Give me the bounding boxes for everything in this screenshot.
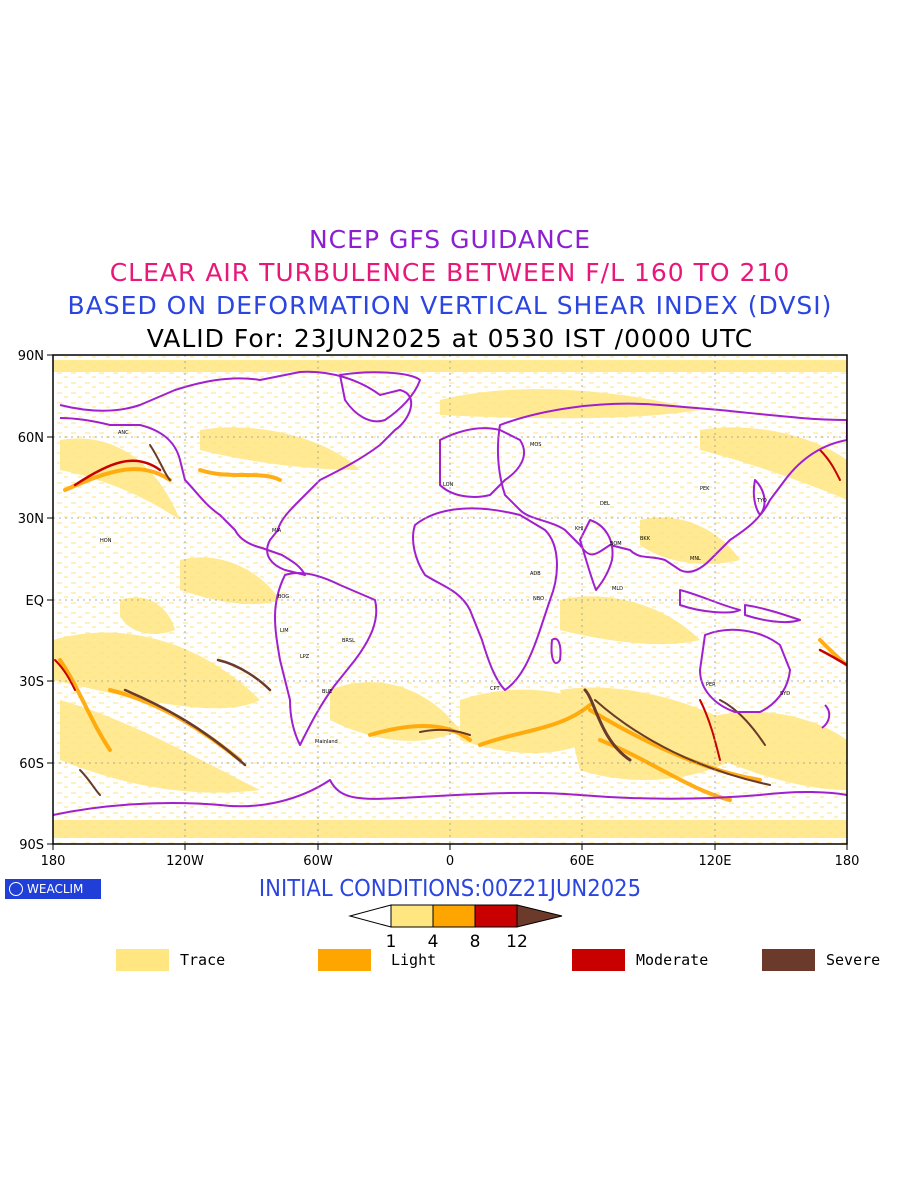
colorbar-segment-trace xyxy=(390,904,434,928)
weaclim-logo: WEACLIM xyxy=(5,879,101,899)
lon-label: 180 xyxy=(835,854,860,869)
lat-label: 30S xyxy=(19,675,44,690)
tick-marks xyxy=(47,354,848,850)
coastlines xyxy=(53,370,847,816)
legend-label-light: Light xyxy=(391,951,437,969)
station-label: BOM xyxy=(610,541,622,547)
colorbar-segment-moderate xyxy=(474,904,518,928)
lat-label: 30N xyxy=(18,512,44,527)
station-label: LPZ xyxy=(300,654,310,660)
station-label: KHI xyxy=(575,526,584,532)
lon-label: 60E xyxy=(570,854,595,869)
turbulence-map: ANC HON MIA BOG LIM LPZ BRSL BUE Mainlan… xyxy=(18,349,860,869)
legend-swatch-trace xyxy=(116,949,169,971)
colorbar-tick: 8 xyxy=(470,932,481,952)
station-label: SYD xyxy=(780,691,790,697)
station-label: BUE xyxy=(322,689,332,695)
station-label: Mainland xyxy=(315,739,338,745)
station-label: LIM xyxy=(280,628,289,634)
title-line-1: NCEP GFS GUIDANCE xyxy=(308,225,591,254)
colorbar-low-arrow xyxy=(348,904,392,928)
initial-conditions: INITIAL CONDITIONS:00Z21JUN2025 xyxy=(258,876,642,902)
colorbar-tick: 1 xyxy=(386,932,397,952)
station-label: MOS xyxy=(530,442,541,448)
lon-label: 120W xyxy=(166,854,204,869)
lon-label: 0 xyxy=(446,854,454,869)
lat-label: 60N xyxy=(18,431,44,446)
lon-label: 60W xyxy=(303,854,333,869)
legend-label-moderate: Moderate xyxy=(636,951,709,969)
lat-label: 90N xyxy=(18,349,44,364)
station-label: ADB xyxy=(530,571,541,577)
station-label: MIA xyxy=(272,528,282,534)
longitude-labels: 180 120W 60W 0 60E 120E 180 xyxy=(41,854,860,869)
station-label: CPT xyxy=(490,686,501,692)
station-label: TYO xyxy=(756,498,767,504)
moderate-severe-streaks xyxy=(54,444,847,796)
station-label: NBO xyxy=(533,596,544,602)
station-label: PEK xyxy=(700,486,710,492)
lon-label: 120E xyxy=(698,854,731,869)
colorbar-tick: 4 xyxy=(428,932,439,952)
lon-label: 180 xyxy=(41,854,66,869)
turbulence-field: ANC HON MIA BOG LIM LPZ BRSL BUE Mainlan… xyxy=(53,355,847,844)
station-label: BRSL xyxy=(342,638,355,644)
station-label: BKK xyxy=(640,536,651,542)
station-label: BOG xyxy=(278,594,289,600)
station-label: HON xyxy=(100,538,112,544)
legend-swatch-light xyxy=(318,949,371,971)
station-label: MLD xyxy=(612,586,623,592)
station-label: PER xyxy=(706,682,716,688)
legend-swatch-severe xyxy=(762,949,815,971)
colorbar-segment-light xyxy=(432,904,476,928)
gridlines xyxy=(53,355,847,844)
station-label: LON xyxy=(443,482,454,488)
lat-label: 60S xyxy=(19,757,44,772)
legend-label-severe: Severe xyxy=(826,951,881,969)
station-label: ANC xyxy=(118,430,129,436)
title-line-3: BASED ON DEFORMATION VERTICAL SHEAR INDE… xyxy=(67,291,833,320)
logo-ring-icon xyxy=(9,882,23,896)
station-label: MNL xyxy=(690,556,701,562)
latitude-labels: 90N 60N 30N EQ 30S 60S 90S xyxy=(18,349,44,853)
legend-label-trace: Trace xyxy=(180,951,226,969)
colorbar-high-arrow xyxy=(516,904,563,928)
station-labels: ANC HON MIA BOG LIM LPZ BRSL BUE Mainlan… xyxy=(100,430,790,745)
station-label: DEL xyxy=(600,501,610,507)
colorbar-tick: 12 xyxy=(506,932,528,952)
lat-label: EQ xyxy=(26,594,44,609)
title-line-2: CLEAR AIR TURBULENCE BETWEEN F/L 160 TO … xyxy=(109,258,791,287)
title-line-4: VALID For: 23JUN2025 at 0530 IST /0000 U… xyxy=(146,324,754,353)
lat-label: 90S xyxy=(19,838,44,853)
logo-text: WEACLIM xyxy=(27,882,84,896)
legend-swatch-moderate xyxy=(572,949,625,971)
